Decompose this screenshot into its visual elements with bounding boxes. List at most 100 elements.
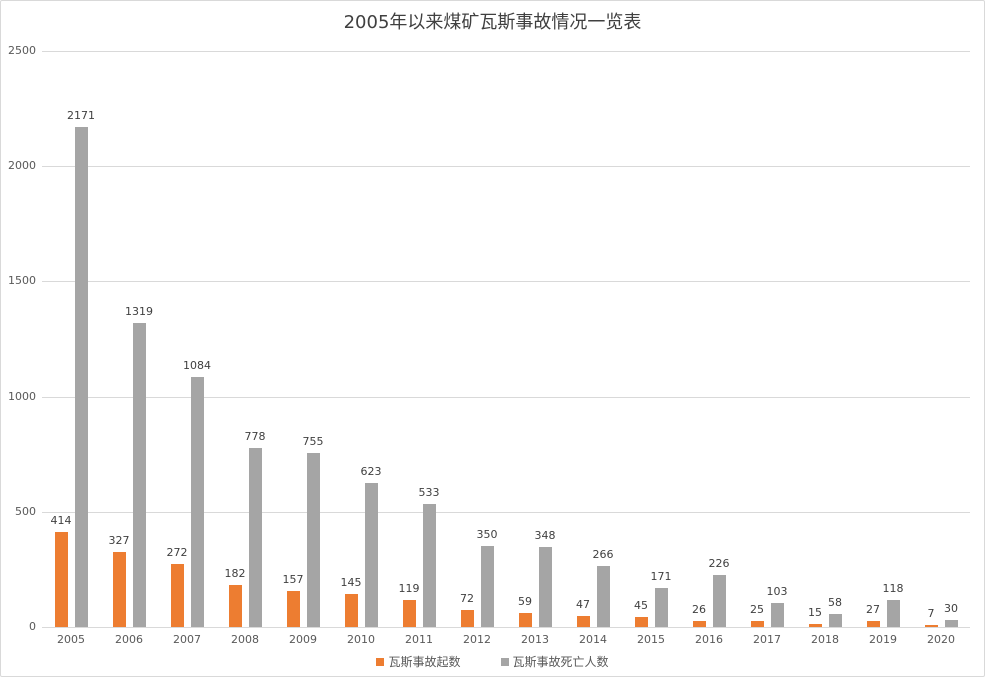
bar-death-count xyxy=(248,447,262,627)
bar-death-count xyxy=(654,587,668,627)
bar-accident-count xyxy=(750,621,764,627)
x-tick-label: 2008 xyxy=(231,633,259,646)
x-tick-label: 2019 xyxy=(869,633,897,646)
data-label: 27 xyxy=(866,602,880,616)
data-label: 414 xyxy=(50,513,72,527)
bar-accident-count xyxy=(866,620,880,627)
data-label: 266 xyxy=(592,547,614,561)
data-label: 327 xyxy=(108,533,130,547)
bar-accident-count xyxy=(286,590,300,627)
data-label: 30 xyxy=(944,602,958,616)
data-label: 119 xyxy=(398,581,420,595)
bar-death-count xyxy=(74,126,88,627)
data-label: 145 xyxy=(340,575,362,589)
legend-label: 瓦斯事故死亡人数 xyxy=(512,655,609,669)
plot-area: 0 500 1000 1500 2000 2500 414 2171 2005 327 1319 20… xyxy=(8,44,970,646)
data-label: 272 xyxy=(166,546,188,560)
bar-death-count xyxy=(132,323,146,627)
bar-death-count xyxy=(480,546,494,627)
legend: 瓦斯事故起数 瓦斯事故死亡人数 xyxy=(0,653,985,670)
data-label: 59 xyxy=(518,595,532,609)
data-label: 58 xyxy=(828,595,842,609)
data-label: 2171 xyxy=(67,108,95,122)
bar-death-count xyxy=(712,574,726,627)
data-label: 25 xyxy=(750,603,764,617)
gridline xyxy=(42,166,970,168)
bar-accident-count xyxy=(576,616,590,627)
bar-accident-count xyxy=(170,564,184,627)
legend-label: 瓦斯事故起数 xyxy=(388,655,461,669)
gridline xyxy=(42,627,970,628)
bar-death-count xyxy=(886,599,900,627)
gridline xyxy=(42,511,970,513)
data-label: 226 xyxy=(708,556,730,570)
bar-accident-count xyxy=(634,616,648,627)
bar-accident-count xyxy=(460,610,474,627)
bar-accident-count xyxy=(228,585,242,627)
bar-accident-count xyxy=(54,531,68,627)
x-tick-label: 2010 xyxy=(347,633,375,646)
x-tick-label: 2012 xyxy=(463,633,491,646)
data-label: 103 xyxy=(766,585,788,599)
data-label: 755 xyxy=(302,435,324,449)
x-tick-label: 2015 xyxy=(637,633,665,646)
bar-accident-count xyxy=(344,593,358,627)
bar-death-count xyxy=(596,565,610,627)
bar-accident-count xyxy=(112,551,126,627)
x-tick-label: 2006 xyxy=(115,633,143,646)
data-label: 350 xyxy=(476,528,498,542)
bar-accident-count xyxy=(518,613,532,627)
y-tick-label: 500 xyxy=(15,504,36,518)
data-label: 182 xyxy=(224,567,246,581)
x-tick-label: 2009 xyxy=(289,633,317,646)
x-tick-label: 2011 xyxy=(405,633,433,646)
data-label: 171 xyxy=(650,569,672,583)
x-tick-label: 2014 xyxy=(579,633,607,646)
data-label: 45 xyxy=(634,598,648,612)
bar-death-count xyxy=(422,504,436,627)
data-label: 7 xyxy=(927,607,935,621)
gridline xyxy=(42,281,970,283)
bar-accident-count xyxy=(808,623,822,627)
data-label: 118 xyxy=(882,581,904,595)
data-label: 348 xyxy=(534,528,556,542)
x-tick-label: 2013 xyxy=(521,633,549,646)
bar-death-count xyxy=(364,483,378,627)
legend-item: 瓦斯事故起数 xyxy=(376,653,461,670)
bar-death-count xyxy=(538,546,552,627)
bar-death-count xyxy=(190,377,204,627)
data-label: 1319 xyxy=(125,305,153,319)
data-label: 778 xyxy=(244,429,266,443)
x-tick-label: 2018 xyxy=(811,633,839,646)
x-tick-label: 2020 xyxy=(927,633,955,646)
legend-swatch-icon xyxy=(500,657,509,666)
data-label: 533 xyxy=(418,486,440,500)
y-tick-label: 2500 xyxy=(8,44,36,57)
x-tick-label: 2017 xyxy=(753,633,781,646)
gridline xyxy=(42,396,970,398)
bar-accident-count xyxy=(692,621,706,627)
data-label: 47 xyxy=(576,598,590,612)
bar-death-count xyxy=(306,453,320,627)
y-tick-label: 1000 xyxy=(8,389,36,403)
gridline xyxy=(42,51,970,52)
bar-death-count xyxy=(944,620,958,627)
x-tick-label: 2016 xyxy=(695,633,723,646)
x-tick-label: 2007 xyxy=(173,633,201,646)
y-tick-label: 1500 xyxy=(8,274,36,288)
x-tick-label: 2005 xyxy=(57,633,85,646)
chart-title: 2005年以来煤矿瓦斯事故情况一览表 xyxy=(343,12,642,33)
y-tick-label: 2000 xyxy=(8,159,36,173)
y-tick-label: 0 xyxy=(29,620,36,633)
bar-accident-count xyxy=(924,625,938,627)
data-label: 157 xyxy=(282,572,304,586)
data-label: 15 xyxy=(808,605,822,619)
legend-swatch-icon xyxy=(376,657,385,666)
data-label: 623 xyxy=(360,465,382,479)
data-label: 72 xyxy=(460,592,474,606)
legend-item: 瓦斯事故死亡人数 xyxy=(500,653,609,670)
bar-death-count xyxy=(770,603,784,627)
bar-death-count xyxy=(828,613,842,627)
data-label: 26 xyxy=(692,603,706,616)
bar-accident-count xyxy=(402,599,416,627)
